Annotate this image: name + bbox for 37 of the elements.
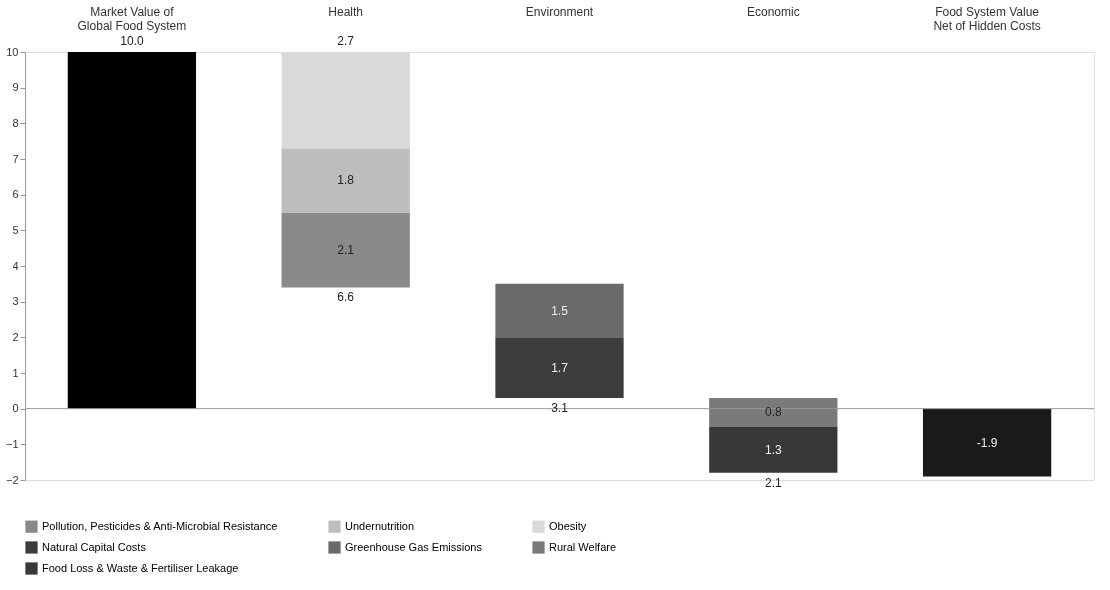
y-tick-label: 4 [12,259,19,272]
annotation: 2.1 [764,475,782,490]
data-label: 1.5 [551,303,569,318]
y-tick-label: 7 [12,152,19,165]
legend-label: Natural Capital Costs [42,540,147,553]
x-tick-label: Economic [746,4,800,19]
data-label: 1.8 [337,173,355,188]
legend-label: Rural Welfare [549,540,617,553]
legend-label: Food Loss & Waste & Fertiliser Leakage [42,561,239,574]
y-tick-label: 6 [12,188,19,201]
data-label: 2.1 [337,242,355,257]
x-tick-label: Market Value of Global Food System [77,4,187,33]
y-tick-label: 9 [12,81,19,94]
legend-label: Pollution, Pesticides & Anti-Microbial Resistance [42,519,278,532]
data-label: 1.3 [764,442,782,457]
data-label: -1.9 [976,435,998,450]
y-tick-label: 1 [12,366,19,379]
y-tick-label: −1 [5,437,19,450]
legend-label: Undernutrition [345,519,415,532]
y-tick-label: 2 [12,330,19,343]
y-tick-label: 8 [12,116,19,129]
y-tick-label: −2 [5,473,19,486]
annotation: 3.1 [551,400,569,415]
x-tick-label: Health [328,4,364,19]
x-tick-label: Environment [525,4,594,19]
legend-label: Greenhouse Gas Emissions [345,540,483,553]
x-tick-label: Food System Value Net of Hidden Costs [933,4,1041,33]
y-tick-label: 3 [12,295,19,308]
data-label: 1.7 [551,360,569,375]
y-tick-label: 10 [6,45,19,58]
legend-label: Obesity [549,519,587,532]
data-label: 10.0 [120,34,144,48]
data-label: 2.7 [337,34,355,48]
y-tick-label: 0 [12,402,19,415]
data-label: 0.8 [764,405,782,420]
y-tick-label: 5 [12,223,19,236]
annotation: 6.6 [337,290,355,305]
